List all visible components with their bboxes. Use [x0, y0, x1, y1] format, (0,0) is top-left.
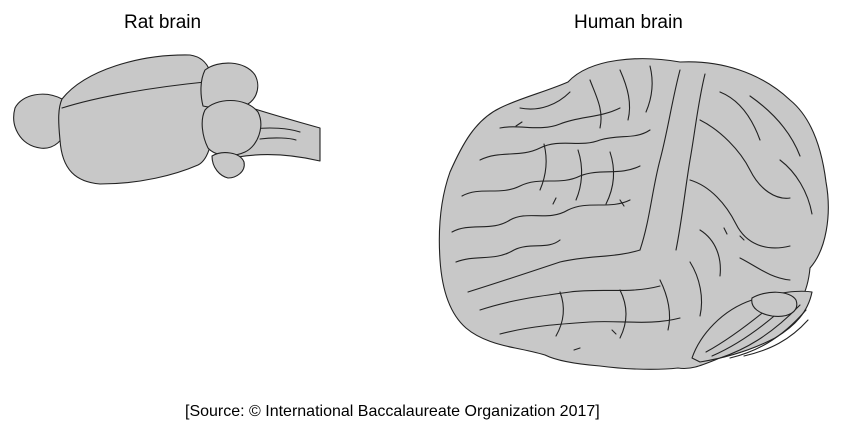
rat-brain: [13, 54, 321, 185]
rat-cerebellum-lower: [201, 100, 262, 157]
rat-pons: [211, 152, 245, 179]
human-sulci: [451, 65, 813, 351]
rat-brain-label: Rat brain: [124, 12, 202, 33]
human-brain-label: Human brain: [574, 12, 683, 33]
human-brainstem: [751, 291, 798, 317]
rat-cerebrum: [58, 54, 214, 185]
human-brain: [438, 58, 829, 370]
source-citation: [Source: © International Baccalaureate O…: [185, 403, 600, 420]
human-cerebrum: [438, 58, 829, 370]
